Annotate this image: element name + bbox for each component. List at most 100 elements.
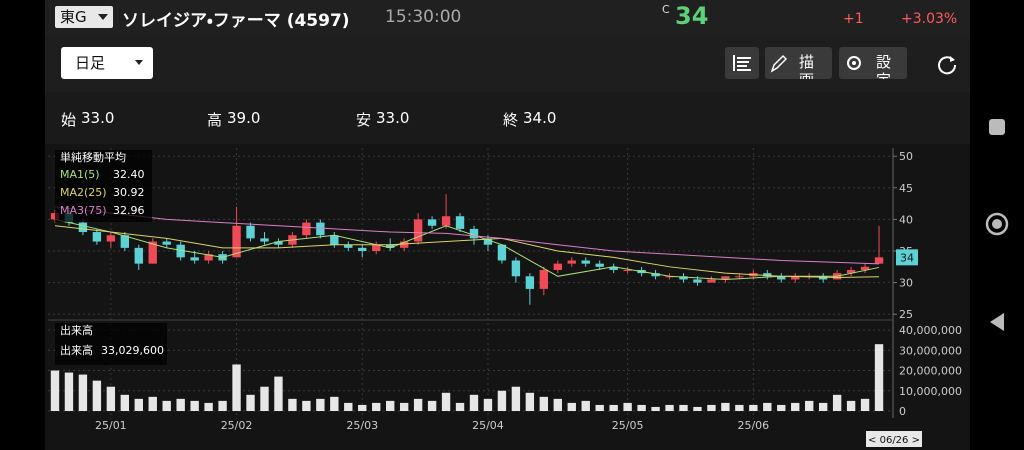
candle-body — [455, 216, 465, 229]
change-pct: +3.03% — [901, 11, 958, 27]
recent-apps-button[interactable] — [989, 119, 1005, 135]
candle-body — [679, 276, 688, 280]
home-button[interactable] — [985, 212, 1009, 236]
volume-bar — [846, 400, 856, 411]
candle-body — [595, 263, 604, 267]
volume-bar — [763, 402, 772, 411]
volume-bar — [246, 394, 255, 411]
legend-value: 30.92 — [113, 186, 145, 199]
candle-body — [553, 263, 562, 270]
stock-name: ソレイジア・ファーマ (4597) — [122, 11, 350, 31]
candle-body — [106, 235, 116, 242]
chart: 253035404550010,000,00020,000,00030,000,… — [45, 144, 970, 450]
legend-box — [55, 150, 152, 222]
candle-body — [623, 269, 632, 271]
volume-bar — [386, 400, 395, 411]
back-button[interactable] — [990, 313, 1004, 331]
candle-body — [483, 238, 493, 245]
gear-icon — [847, 56, 861, 70]
volume-bar — [874, 344, 884, 411]
layout-button[interactable] — [725, 47, 759, 79]
volume-bar — [581, 400, 590, 411]
volume-bar — [106, 386, 116, 411]
candle-body — [330, 235, 339, 245]
volume-bar — [497, 390, 507, 411]
candle-body — [581, 260, 590, 264]
home-dot — [992, 219, 1002, 229]
candle-body — [860, 266, 870, 270]
low-label: 安 — [356, 111, 372, 129]
cursor-box[interactable] — [866, 431, 922, 447]
volume-bar — [525, 392, 535, 411]
volume-bar — [288, 398, 297, 411]
volume-bar — [693, 406, 702, 411]
candle-body — [302, 222, 311, 236]
volume-bar — [92, 380, 102, 411]
candle-body — [78, 222, 88, 233]
volume-bar — [539, 396, 549, 411]
candle-body — [777, 276, 786, 280]
app: 東G ソレイジア・ファーマ (4597) 15:30:00 C 34 +1 +3… — [45, 0, 970, 450]
volume-bar — [637, 404, 646, 411]
candle-body — [791, 276, 800, 280]
legend-value: 32.40 — [113, 168, 145, 181]
volume-bar — [190, 400, 199, 411]
volume-bar — [735, 404, 744, 411]
price-mark: C — [662, 3, 670, 16]
refresh-button[interactable] — [935, 52, 959, 76]
volume-bar — [707, 404, 716, 411]
volume-bar — [64, 372, 74, 411]
y-tick-label: 30 — [899, 277, 913, 290]
volume-bar — [679, 404, 688, 411]
volume-bar — [78, 374, 88, 411]
open-label: 始 — [61, 111, 77, 129]
candle-body — [427, 219, 437, 226]
close-value: 34.0 — [523, 109, 557, 127]
volume-bar — [344, 402, 353, 411]
candle-body — [372, 244, 381, 252]
cursor-label[interactable]: < 06/26 > — [868, 435, 920, 446]
candle-body — [204, 254, 213, 261]
volume-label: 出来高 — [60, 343, 93, 357]
volume-bar — [665, 404, 674, 411]
volume-bar — [260, 386, 269, 411]
pencil-icon — [770, 54, 788, 73]
y-tick-label: 45 — [899, 182, 913, 195]
settings-button[interactable]: 設定 — [839, 47, 907, 79]
toolbar: 日足 描画 設定 — [45, 36, 970, 92]
y-tick-label: 25 — [899, 308, 913, 321]
volume-bar — [50, 370, 60, 411]
volume-tick-label: 20,000,000 — [899, 365, 962, 378]
legend-name: MA1(5) — [60, 168, 100, 181]
ohlc-row: 始 33.0 高 39.0 安 33.0 終 34.0 — [45, 92, 970, 144]
volume-bar — [777, 404, 786, 411]
draw-label: 描画 — [799, 53, 815, 79]
ma-line — [54, 206, 880, 265]
legend-value: 32.96 — [113, 204, 145, 217]
candle-body — [469, 228, 479, 239]
open-value: 33.0 — [81, 109, 115, 127]
volume-tick-label: 0 — [899, 405, 906, 418]
candle-body — [525, 276, 535, 289]
candle-body — [344, 244, 353, 248]
candle-body — [176, 244, 185, 258]
candle-body — [148, 241, 157, 264]
x-tick-label: 25/04 — [472, 419, 504, 432]
volume-bar — [232, 364, 241, 411]
last-price-label: 34 — [900, 251, 914, 264]
volume-bar — [441, 392, 451, 411]
volume-bar — [511, 386, 521, 411]
volume-bar — [832, 394, 842, 411]
candle-body — [274, 241, 283, 245]
volume-value: 33,029,600 — [101, 344, 164, 357]
volume-bar — [427, 400, 437, 411]
draw-button[interactable]: 描画 — [765, 47, 832, 79]
volume-bar — [204, 402, 213, 411]
market-select[interactable]: 東G — [55, 6, 113, 28]
volume-bar — [469, 394, 479, 411]
candle-body — [92, 232, 102, 242]
volume-tick-label: 40,000,000 — [899, 324, 962, 337]
volume-bar — [134, 398, 143, 411]
period-select[interactable]: 日足 — [61, 47, 153, 79]
x-tick-label: 25/02 — [221, 419, 253, 432]
